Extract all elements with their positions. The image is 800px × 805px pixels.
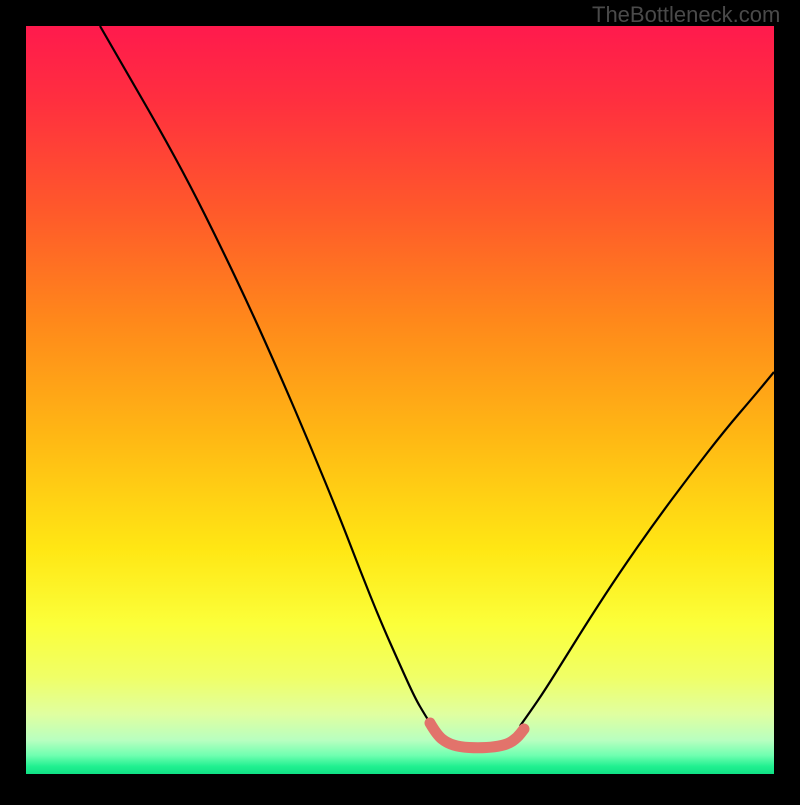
plot-area	[26, 26, 774, 774]
bottleneck-chart	[0, 0, 800, 805]
watermark-text: TheBottleneck.com	[592, 2, 780, 28]
chart-svg	[0, 0, 800, 800]
